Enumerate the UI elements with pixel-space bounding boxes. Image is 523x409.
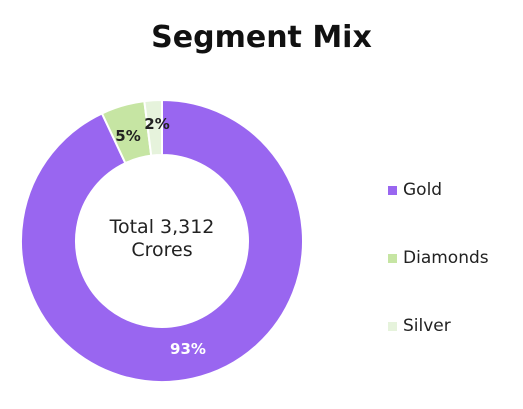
center-unit-label: Crores <box>131 239 192 261</box>
center-total-label: Total 3,312 <box>109 216 215 238</box>
legend-label: Diamonds <box>403 248 489 268</box>
donut-slice-labels: 93% 5%2% <box>115 115 206 358</box>
slice-label-diamonds: 5% <box>115 127 140 145</box>
legend-item-gold: Gold <box>388 180 442 200</box>
slice-gold <box>20 98 304 383</box>
donut-slices <box>20 98 304 383</box>
legend-swatch <box>388 185 397 195</box>
slice-label-silver: 2% <box>144 115 169 133</box>
legend-swatch <box>388 321 397 331</box>
legend-swatch <box>388 253 397 263</box>
legend-item-silver: Silver <box>388 316 451 336</box>
legend-label: Gold <box>403 180 443 200</box>
legend-item-diamonds: Diamonds <box>388 248 489 268</box>
slice-silver <box>143 98 163 157</box>
slice-label-gold: 93% <box>170 340 206 358</box>
legend-label: Silver <box>403 316 451 336</box>
chart-title: Segment Mix <box>151 20 372 55</box>
